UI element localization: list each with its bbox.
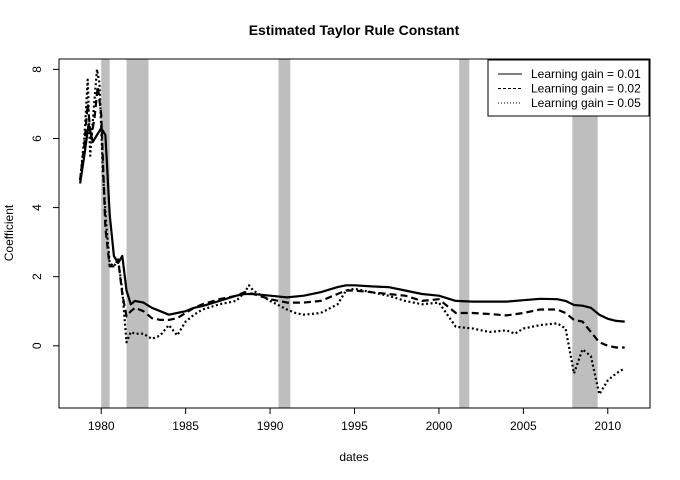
y-tick-label: 0: [30, 342, 44, 349]
y-tick-label: 4: [30, 204, 44, 211]
recession-band: [459, 59, 470, 408]
series-line-solid: [79, 123, 625, 323]
legend-label: Learning gain = 0.01: [531, 67, 641, 81]
recession-band: [126, 59, 149, 408]
series-line-dashed: [79, 85, 625, 349]
x-tick-label: 2010: [594, 419, 621, 433]
recession-band: [278, 59, 291, 408]
x-tick-label: 2000: [426, 419, 453, 433]
recession-band: [572, 59, 598, 408]
x-tick-label: 1985: [172, 419, 199, 433]
x-axis: 1980 1985 1990 1995 2000 2005 2010: [88, 407, 621, 433]
legend-label: Learning gain = 0.05: [531, 96, 641, 110]
series-line-dotted: [79, 68, 626, 396]
y-tick-label: 6: [30, 135, 44, 142]
y-tick-label: 8: [30, 66, 44, 73]
y-tick-label: 2: [30, 273, 44, 280]
x-tick-label: 1990: [257, 419, 284, 433]
series-lines: [79, 68, 626, 396]
x-tick-label: 1980: [88, 419, 115, 433]
x-tick-label: 2005: [510, 419, 537, 433]
legend-label: Learning gain = 0.02: [531, 82, 641, 96]
y-axis: 0 2 4 6 8: [30, 66, 60, 349]
chart-title: Estimated Taylor Rule Constant: [249, 22, 460, 38]
x-tick-label: 1995: [341, 419, 368, 433]
x-axis-title: dates: [339, 450, 368, 464]
y-axis-title: Coefficient: [2, 204, 16, 261]
